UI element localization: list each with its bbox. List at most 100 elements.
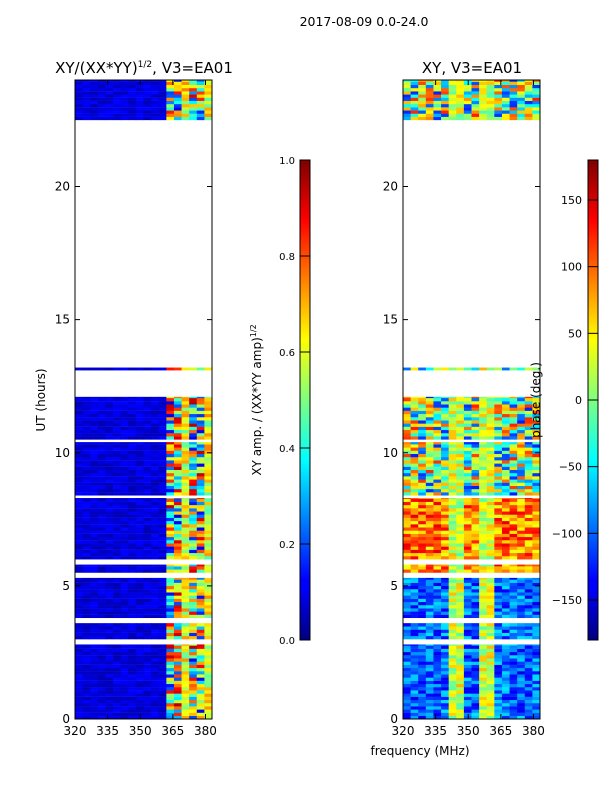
- heatmap-cell: [425, 645, 434, 649]
- heatmap-cell: [113, 498, 122, 499]
- heatmap-cell: [173, 533, 182, 538]
- heatmap-cell: [463, 556, 472, 560]
- heatmap-cell: [151, 706, 160, 710]
- heatmap-cell: [143, 472, 152, 477]
- heatmap-cell: [517, 407, 526, 411]
- heatmap-cell: [143, 397, 152, 402]
- heatmap-cell: [75, 469, 84, 474]
- heatmap-cell: [471, 569, 480, 573]
- heatmap-cell: [128, 651, 137, 656]
- heatmap-cell: [524, 447, 533, 451]
- heatmap-cell: [456, 407, 465, 411]
- heatmap-cell: [151, 469, 160, 474]
- heatmap-cell: [509, 677, 518, 681]
- heatmap-cell: [204, 520, 213, 525]
- heatmap-cell: [196, 585, 205, 590]
- x-tick-label: 365: [489, 724, 512, 738]
- heatmap-cell: [143, 579, 152, 583]
- heatmap-cell: [173, 447, 182, 451]
- heatmap-cell: [196, 107, 205, 111]
- heatmap-cell: [425, 426, 434, 431]
- heatmap-cell: [113, 579, 122, 583]
- heatmap-cell: [517, 556, 526, 560]
- heatmap-cell: [517, 84, 526, 89]
- heatmap-cell: [524, 91, 533, 95]
- heatmap-cell: [189, 687, 198, 691]
- heatmap-cell: [135, 407, 144, 411]
- heatmap-cell: [494, 632, 503, 637]
- heatmap-cell: [532, 626, 541, 630]
- heatmap-cell: [97, 84, 106, 89]
- heatmap-cell: [494, 457, 503, 461]
- heatmap-cell: [433, 595, 442, 599]
- heatmap-cell: [181, 715, 190, 720]
- heatmap-cell: [97, 540, 106, 544]
- heatmap-cell: [441, 626, 450, 630]
- heatmap-cell: [82, 397, 91, 402]
- heatmap-cell: [75, 367, 84, 371]
- heatmap-cell: [166, 97, 175, 101]
- heatmap-cell: [456, 420, 465, 424]
- heatmap-cell: [509, 100, 518, 105]
- heatmap-cell: [486, 585, 495, 590]
- heatmap-cell: [509, 436, 518, 440]
- heatmap-cell: [410, 712, 419, 716]
- heatmap-cell: [158, 536, 167, 541]
- heatmap-cell: [524, 482, 533, 486]
- heatmap-cell: [494, 579, 503, 583]
- heatmap-cell: [75, 582, 84, 587]
- heatmap-cell: [166, 466, 175, 470]
- heatmap-cell: [524, 579, 533, 583]
- heatmap-cell: [75, 592, 84, 596]
- heatmap-cell: [189, 420, 198, 424]
- heatmap-cell: [441, 433, 450, 437]
- heatmap-cell: [509, 608, 518, 612]
- heatmap-cell: [135, 699, 144, 704]
- heatmap-cell: [189, 404, 198, 408]
- heatmap-cell: [128, 410, 137, 415]
- heatmap-cell: [166, 520, 175, 525]
- heatmap-cell: [113, 426, 122, 431]
- colorbar-tick-label: 0.6: [279, 348, 295, 359]
- heatmap-cell: [97, 671, 106, 675]
- heatmap-cell: [166, 605, 175, 609]
- heatmap-cell: [486, 651, 495, 656]
- heatmap-cell: [410, 116, 419, 121]
- heatmap-cell: [90, 442, 99, 445]
- heatmap-cell: [90, 396, 99, 399]
- heatmap-cell: [135, 103, 144, 108]
- heatmap-cell: [463, 687, 472, 691]
- heatmap-cell: [173, 423, 182, 427]
- heatmap-cell: [166, 651, 175, 656]
- heatmap-cell: [97, 696, 106, 701]
- heatmap-cell: [501, 589, 510, 593]
- heatmap-cell: [448, 677, 457, 681]
- heatmap-cell: [463, 549, 472, 554]
- heatmap-cell: [97, 687, 106, 691]
- heatmap-cell: [486, 608, 495, 612]
- colorbar-tick-label: 0.2: [279, 540, 295, 551]
- heatmap-cell: [456, 417, 465, 421]
- heatmap-cell: [501, 97, 510, 101]
- heatmap-cell: [494, 552, 503, 557]
- heatmap-cell: [425, 444, 434, 448]
- heatmap-cell: [75, 107, 84, 111]
- heatmap-cell: [143, 520, 152, 525]
- heatmap-cell: [425, 536, 434, 541]
- heatmap-cell: [189, 546, 198, 550]
- heatmap-cell: [158, 91, 167, 95]
- heatmap-cell: [189, 94, 198, 98]
- heatmap-cell: [471, 579, 480, 583]
- heatmap-cell: [441, 517, 450, 522]
- heatmap-cell: [410, 113, 419, 117]
- heatmap-cell: [509, 447, 518, 451]
- heatmap-cell: [441, 592, 450, 596]
- heatmap-cell: [143, 671, 152, 675]
- heatmap-cell: [82, 447, 91, 451]
- heatmap-cell: [410, 463, 419, 467]
- heatmap-cell: [82, 413, 91, 418]
- heatmap-cell: [494, 113, 503, 117]
- heatmap-cell: [441, 87, 450, 92]
- heatmap-cell: [517, 413, 526, 418]
- heatmap-cell: [425, 655, 434, 659]
